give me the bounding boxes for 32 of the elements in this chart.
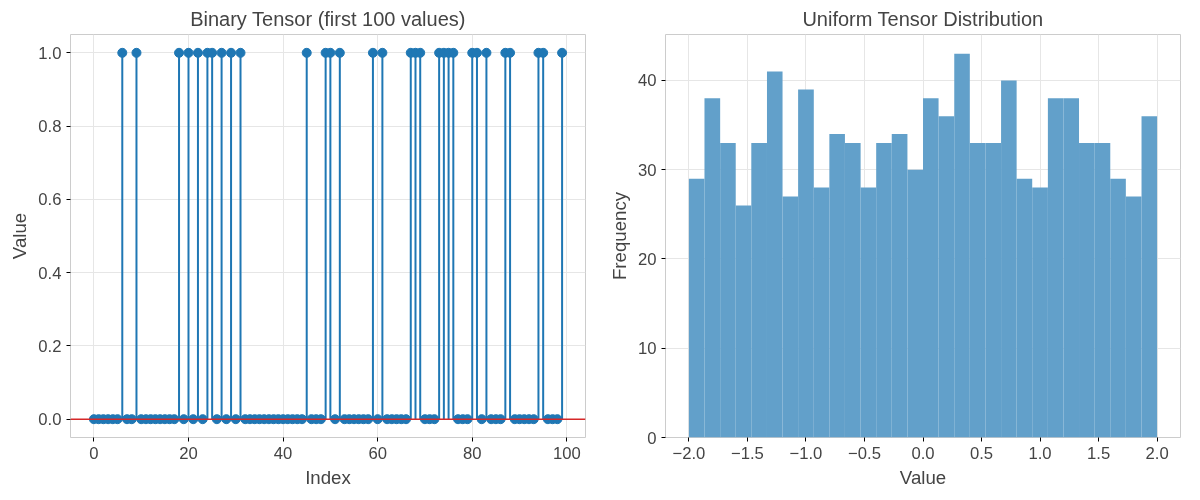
x-tick-label: −1.0: [789, 443, 823, 463]
y-tick-label: 10: [637, 339, 657, 359]
x-tick-label: 60: [368, 443, 387, 463]
y-tick-label: 40: [637, 71, 657, 91]
x-tick-label: −0.5: [848, 443, 881, 463]
y-tick-label: 0.4: [38, 263, 62, 283]
x-tick-label: 2.0: [1145, 443, 1169, 463]
y-tick-label: 0.2: [38, 336, 62, 356]
x-axis-title: Index: [305, 466, 352, 488]
x-tick-label: 1.0: [1028, 443, 1052, 463]
y-axis-title: Value: [9, 212, 31, 260]
y-tick-label: 0.0: [38, 410, 62, 430]
y-tick-label: 30: [637, 160, 657, 180]
y-tick-label: 1.0: [38, 43, 62, 63]
x-tick-label: 40: [273, 443, 293, 463]
x-tick-label: 1.5: [1086, 443, 1111, 463]
x-tick-label: −1.5: [730, 443, 764, 463]
y-axis-title: Frequency: [608, 191, 630, 281]
x-tick-label: 0.5: [969, 443, 994, 463]
x-tick-label: 0.0: [911, 443, 935, 463]
x-tick-label: 20: [179, 443, 198, 463]
x-tick-label: 80: [462, 443, 482, 463]
x-tick-label: 100: [552, 443, 581, 463]
y-tick-label: 0: [647, 428, 657, 448]
chart-title: Binary Tensor (first 100 values): [190, 7, 466, 30]
x-tick-label: 0: [89, 443, 99, 463]
x-tick-label: −2.0: [672, 443, 706, 463]
y-tick-label: 20: [637, 249, 657, 269]
chart-title: Uniform Tensor Distribution: [802, 7, 1044, 30]
y-tick-label: 0.6: [38, 190, 62, 210]
x-axis-title: Value: [899, 466, 947, 488]
y-tick-label: 0.8: [38, 117, 62, 137]
